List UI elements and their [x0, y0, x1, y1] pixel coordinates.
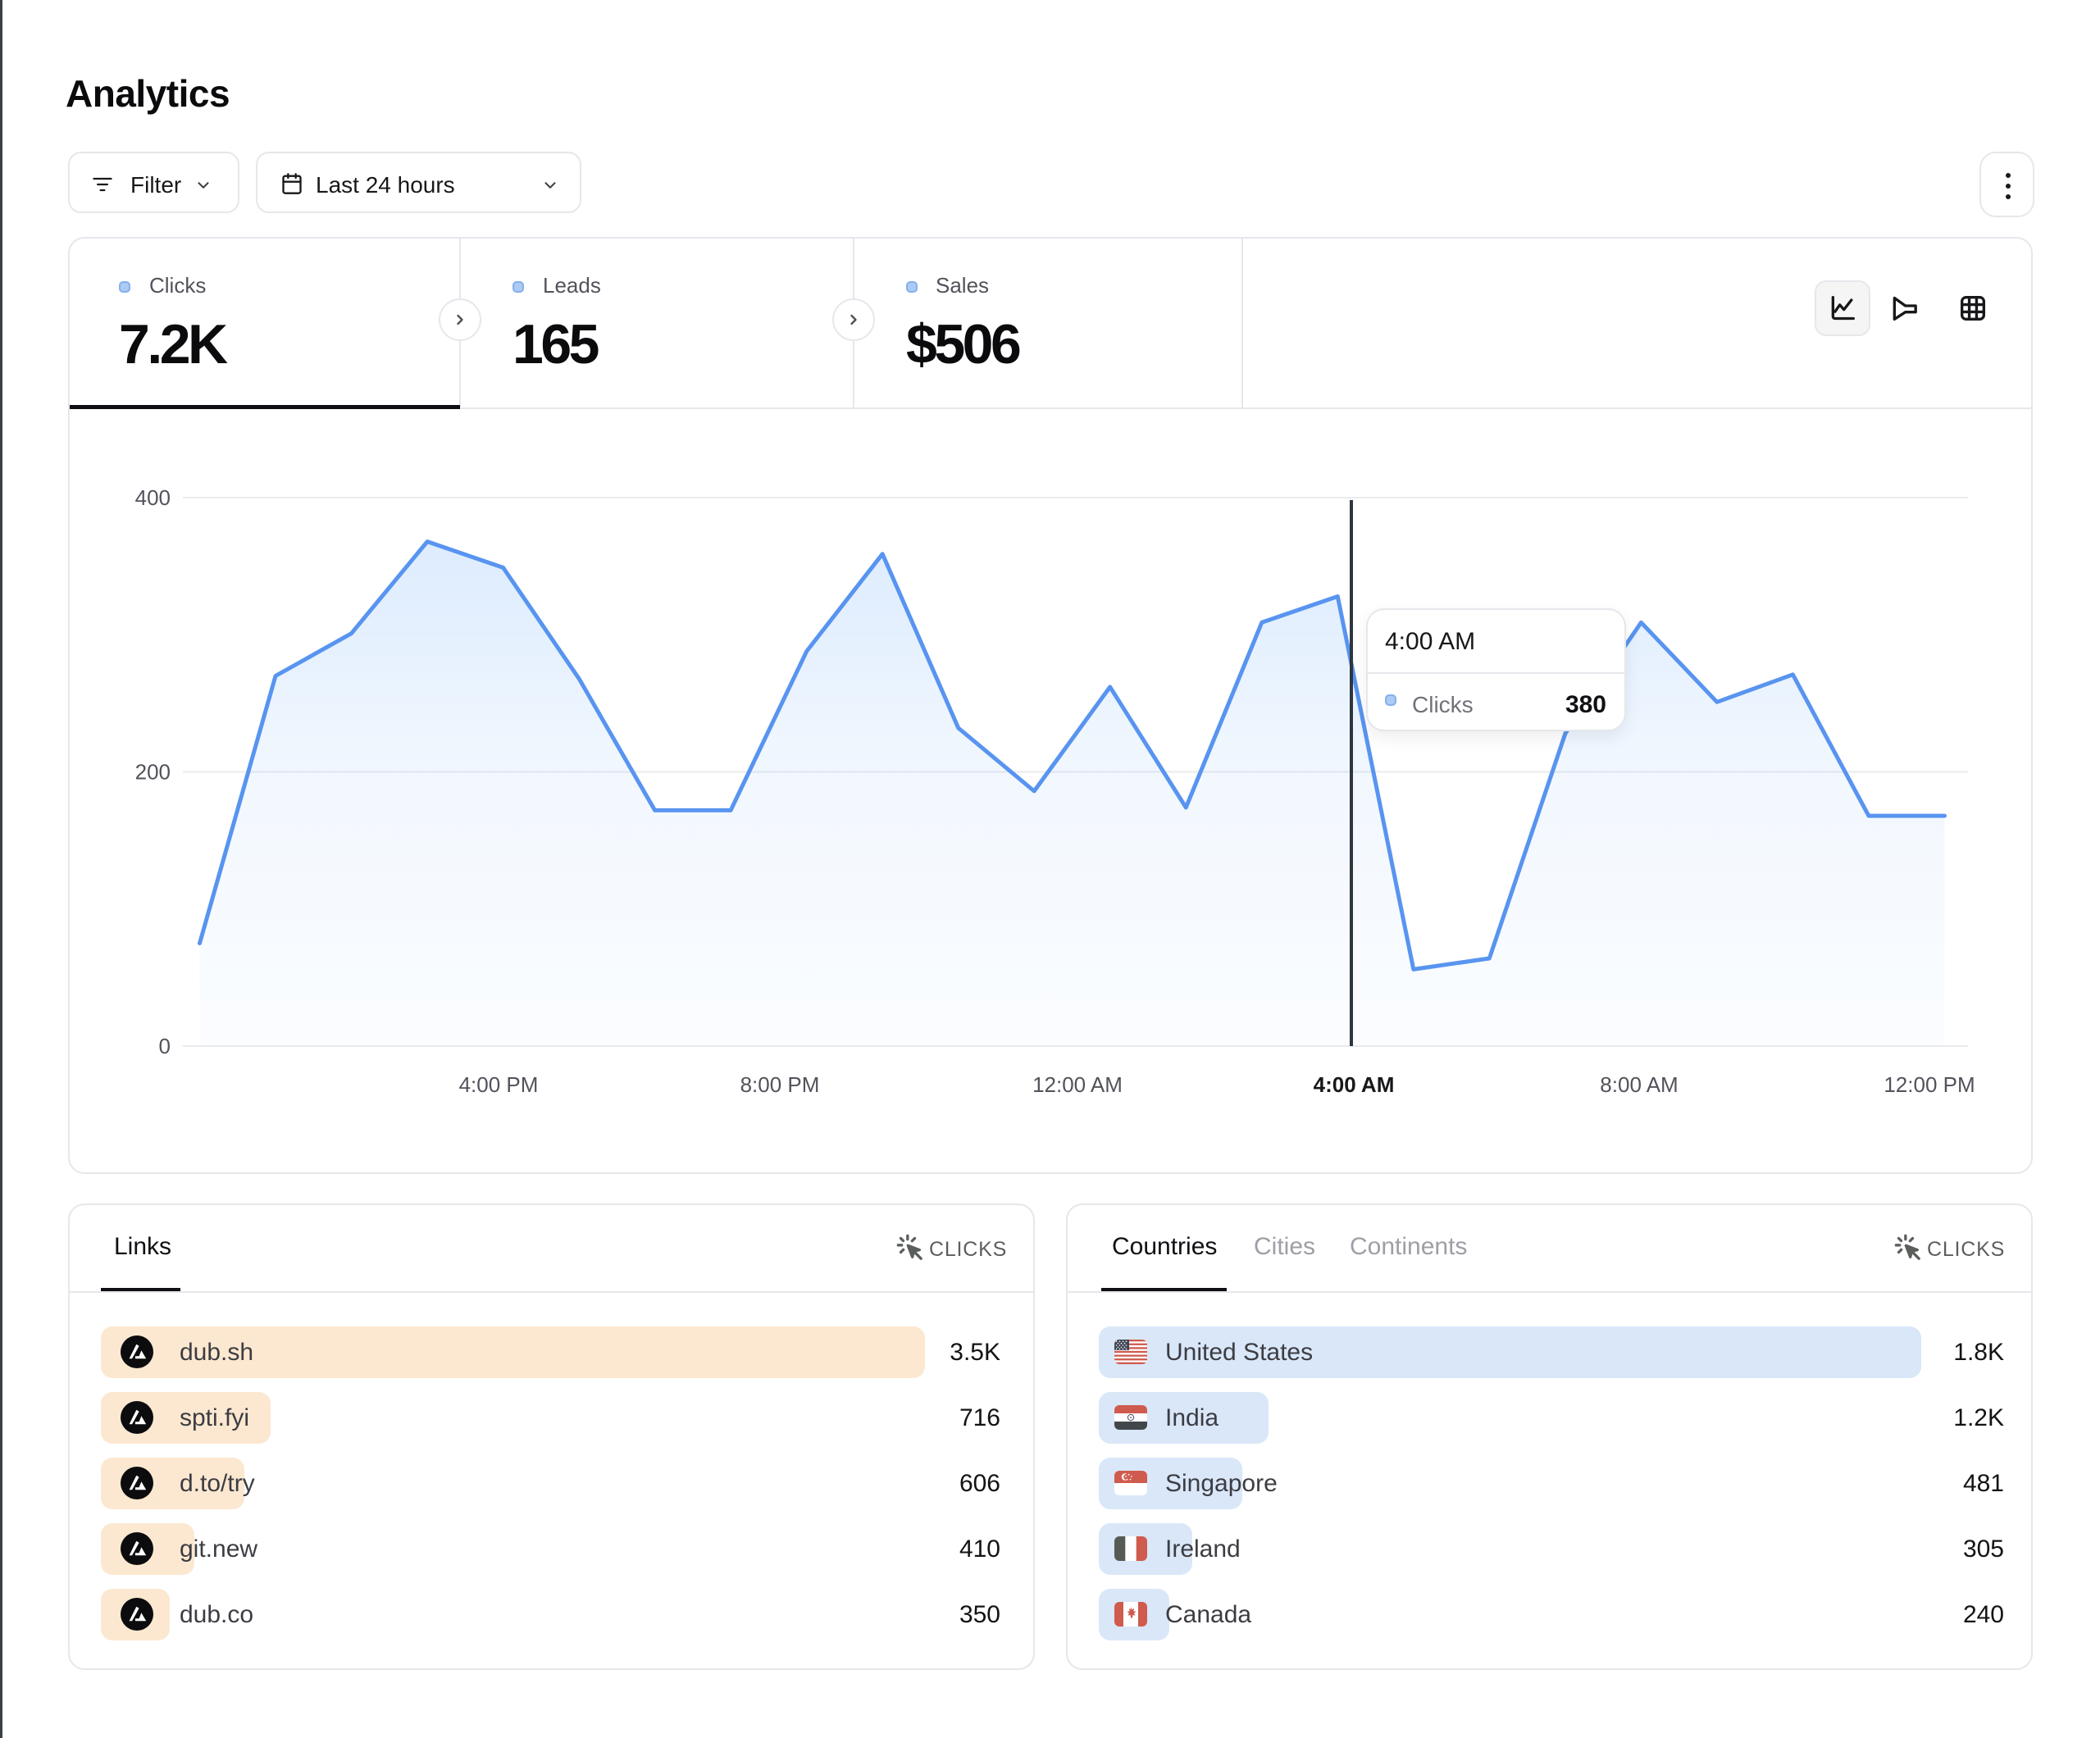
svg-text:12:00 PM: 12:00 PM: [1884, 1072, 1975, 1097]
svg-text:0: 0: [159, 1034, 171, 1058]
svg-text:200: 200: [135, 760, 171, 785]
svg-text:12:00 AM: 12:00 AM: [1032, 1072, 1123, 1097]
svg-text:4:00 PM: 4:00 PM: [459, 1072, 539, 1097]
svg-text:8:00 PM: 8:00 PM: [740, 1072, 820, 1097]
svg-text:8:00 AM: 8:00 AM: [1600, 1072, 1678, 1097]
svg-text:4:00 AM: 4:00 AM: [1314, 1072, 1395, 1097]
svg-text:400: 400: [135, 485, 171, 510]
